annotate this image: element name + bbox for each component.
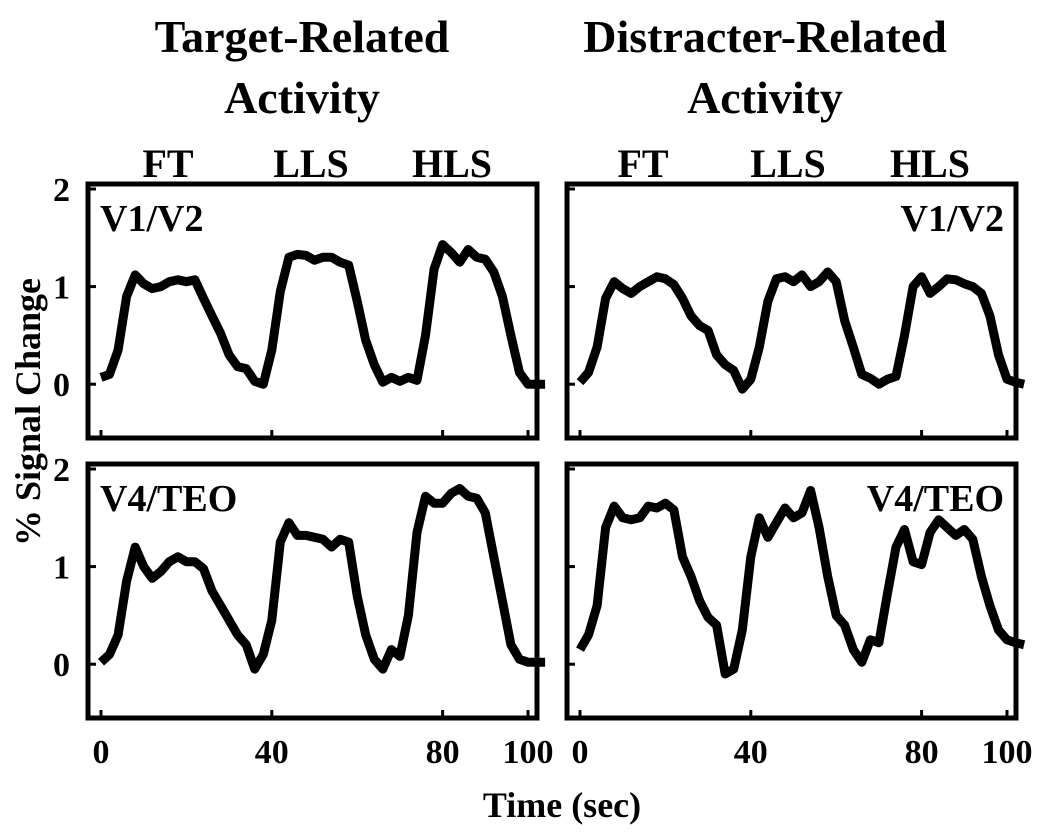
condition-label-lls-right: LLS — [750, 141, 826, 186]
signal-trace — [97, 484, 546, 674]
y-tick-label: 1 — [53, 270, 70, 307]
plot-frame — [564, 181, 1019, 441]
y-axis-label: % Signal Change — [8, 278, 48, 546]
y-tick-label: 0 — [53, 647, 70, 684]
condition-label-ft-right: FT — [617, 141, 668, 186]
condition-label-hls-left: HLS — [412, 141, 492, 186]
signal-trace — [99, 240, 546, 389]
region-label: V1/V2 — [100, 198, 203, 240]
column-title-right-line2: Activity — [687, 72, 843, 123]
column-title-right-line1: Distracter-Related — [583, 11, 947, 62]
panels: 0 1 2 V1/V2 V1/V2 0 1 2 0 40 80 100 V4/TEO 0 40 80 100 V4… — [53, 172, 1033, 771]
x-axis-label: Time (sec) — [483, 785, 641, 825]
y-tick-label: 1 — [53, 550, 70, 587]
panel-bottom-left: 0 1 2 0 40 80 100 V4/TEO — [53, 452, 554, 771]
region-label: V1/V2 — [901, 198, 1004, 240]
panel-top-right: V1/V2 — [564, 181, 1026, 441]
y-tick-label: 2 — [53, 452, 70, 489]
x-tick-label: 80 — [426, 734, 460, 771]
x-tick-label: 0 — [93, 734, 110, 771]
y-tick-label: 0 — [53, 367, 70, 404]
signal-trace — [576, 486, 1026, 679]
panel-bottom-right: 0 40 80 100 V4/TEO — [564, 461, 1033, 771]
plot-frame — [85, 461, 540, 721]
column-title-left-line1: Target-Related — [155, 11, 450, 62]
x-tick-label: 40 — [734, 734, 768, 771]
condition-label-ft-left: FT — [142, 141, 193, 186]
y-tick-label: 2 — [53, 172, 70, 209]
plot-frame — [564, 461, 1019, 721]
signal-trace — [576, 267, 1026, 394]
x-tick-label: 100 — [982, 734, 1033, 771]
x-tick-label: 80 — [905, 734, 939, 771]
column-title-left-line2: Activity — [224, 72, 380, 123]
x-tick-label: 0 — [572, 734, 589, 771]
x-tick-label: 40 — [255, 734, 289, 771]
region-label: V4/TEO — [867, 478, 1004, 520]
condition-label-lls-left: LLS — [273, 141, 349, 186]
plot-frame — [85, 181, 540, 441]
region-label: V4/TEO — [100, 478, 237, 520]
condition-label-hls-right: HLS — [890, 141, 970, 186]
x-tick-label: 100 — [503, 734, 554, 771]
panel-top-left: 0 1 2 V1/V2 — [53, 172, 546, 441]
